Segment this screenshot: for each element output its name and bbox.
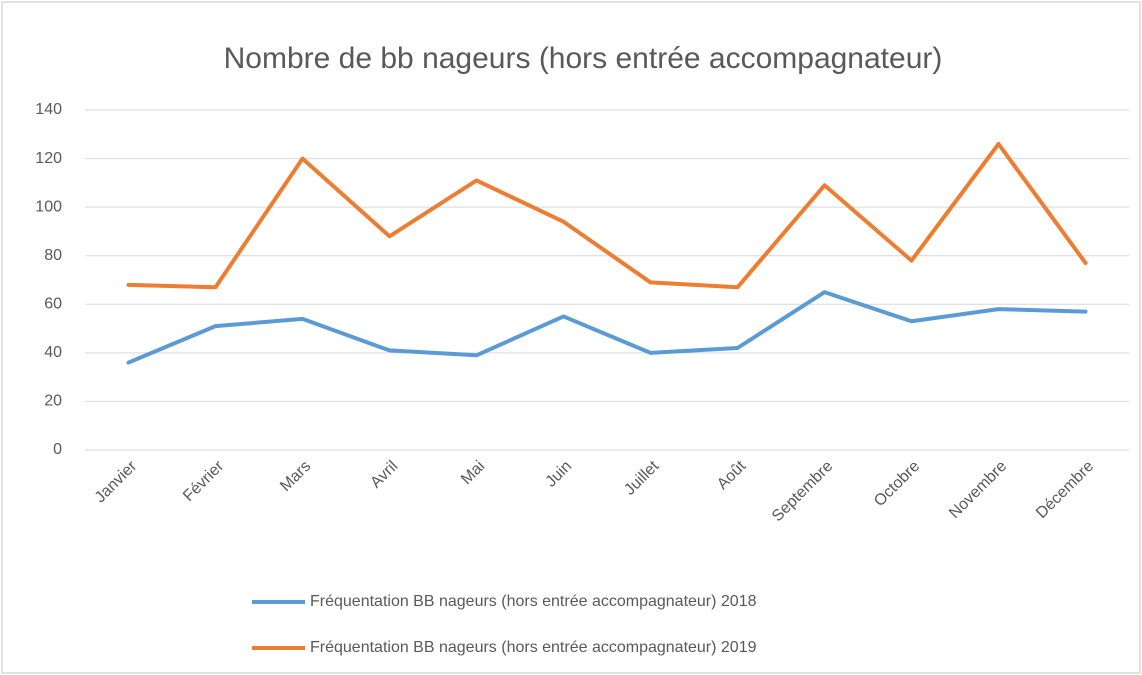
y-tick-label: 0 [53,441,62,458]
y-tick-label: 100 [35,198,62,215]
y-tick-label: 140 [35,101,62,118]
line [126,290,1088,365]
y-tick-label: 20 [44,393,62,410]
line [126,142,1088,290]
y-tick-label: 80 [44,247,62,264]
legend-label: Fréquentation BB nageurs (hors entrée ac… [310,593,757,610]
y-tick-label: 120 [35,150,62,167]
y-tick-label: 40 [44,344,62,361]
y-tick-label: 60 [44,296,62,313]
legend-label: Fréquentation BB nageurs (hors entrée ac… [310,639,757,656]
chart-title: Nombre de bb nageurs (hors entrée accomp… [224,42,943,75]
